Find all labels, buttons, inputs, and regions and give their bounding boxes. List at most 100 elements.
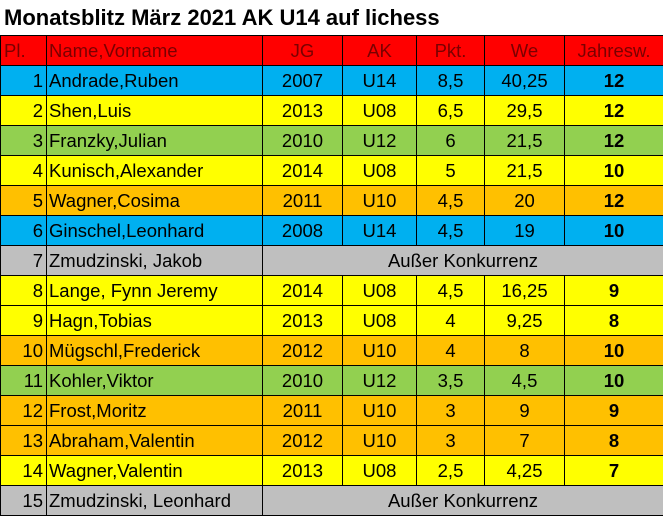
- table-row: 2 Shen,Luis 2013 U08 6,5 29,5 12: [0, 95, 663, 126]
- table-row: 15 Zmudzinski, Leonhard Außer Konkurrenz: [0, 485, 663, 516]
- cell-ak: U12: [342, 365, 417, 396]
- table-row: 10 Mügschl,Frederick 2012 U10 4 8 10: [0, 335, 663, 366]
- cell-jahresw: 9: [564, 395, 663, 426]
- cell-pl: 3: [0, 125, 47, 156]
- cell-jahresw: 12: [564, 95, 663, 126]
- cell-name: Mügschl,Frederick: [46, 335, 263, 366]
- header-name: Name,Vorname: [46, 35, 263, 66]
- cell-ausser-konkurrenz: Außer Konkurrenz: [262, 245, 663, 276]
- cell-name: Shen,Luis: [46, 95, 263, 126]
- cell-jahresw: 12: [564, 185, 663, 216]
- table-row: 7 Zmudzinski, Jakob Außer Konkurrenz: [0, 245, 663, 276]
- cell-pl: 1: [0, 65, 47, 96]
- cell-jahresw: 10: [564, 155, 663, 186]
- cell-name: Abraham,Valentin: [46, 425, 263, 456]
- cell-jahresw: 8: [564, 425, 663, 456]
- cell-ak: U10: [342, 425, 417, 456]
- cell-ak: U10: [342, 335, 417, 366]
- table-row: 14 Wagner,Valentin 2013 U08 2,5 4,25 7: [0, 455, 663, 486]
- header-we: We: [484, 35, 565, 66]
- cell-pkt: 4,5: [416, 185, 485, 216]
- cell-pl: 9: [0, 305, 47, 336]
- cell-ausser-konkurrenz: Außer Konkurrenz: [262, 485, 663, 516]
- cell-ak: U08: [342, 455, 417, 486]
- table-row: 6 Ginschel,Leonhard 2008 U14 4,5 19 10: [0, 215, 663, 246]
- cell-name: Ginschel,Leonhard: [46, 215, 263, 246]
- cell-pl: 11: [0, 365, 47, 396]
- cell-name: Zmudzinski, Leonhard: [46, 485, 263, 516]
- cell-pl: 15: [0, 485, 47, 516]
- header-row: Pl. Name,Vorname JG AK Pkt. We Jahresw.: [0, 35, 663, 66]
- cell-we: 40,25: [484, 65, 565, 96]
- cell-we: 16,25: [484, 275, 565, 306]
- table-row: 9 Hagn,Tobias 2013 U08 4 9,25 8: [0, 305, 663, 336]
- cell-ak: U10: [342, 185, 417, 216]
- cell-pkt: 3,5: [416, 365, 485, 396]
- cell-pl: 4: [0, 155, 47, 186]
- header-ak: AK: [342, 35, 417, 66]
- cell-name: Lange, Fynn Jeremy: [46, 275, 263, 306]
- cell-jahresw: 10: [564, 215, 663, 246]
- cell-name: Wagner,Cosima: [46, 185, 263, 216]
- header-jg: JG: [262, 35, 343, 66]
- cell-jahresw: 9: [564, 275, 663, 306]
- cell-jg: 2011: [262, 395, 343, 426]
- cell-ak: U08: [342, 155, 417, 186]
- cell-name: Hagn,Tobias: [46, 305, 263, 336]
- cell-pl: 5: [0, 185, 47, 216]
- cell-jahresw: 7: [564, 455, 663, 486]
- cell-pkt: 4,5: [416, 275, 485, 306]
- table-row: 8 Lange, Fynn Jeremy 2014 U08 4,5 16,25 9: [0, 275, 663, 306]
- cell-ak: U14: [342, 65, 417, 96]
- cell-we: 4,5: [484, 365, 565, 396]
- cell-ak: U08: [342, 95, 417, 126]
- cell-we: 9,25: [484, 305, 565, 336]
- cell-pl: 12: [0, 395, 47, 426]
- cell-ak: U10: [342, 395, 417, 426]
- cell-pkt: 4: [416, 305, 485, 336]
- results-table: Pl. Name,Vorname JG AK Pkt. We Jahresw. …: [0, 35, 663, 516]
- cell-pl: 6: [0, 215, 47, 246]
- table-row: 11 Kohler,Viktor 2010 U12 3,5 4,5 10: [0, 365, 663, 396]
- cell-ak: U12: [342, 125, 417, 156]
- page-title: Monatsblitz März 2021 AK U14 auf lichess: [4, 5, 440, 30]
- cell-pkt: 3: [416, 425, 485, 456]
- cell-pl: 2: [0, 95, 47, 126]
- cell-pl: 14: [0, 455, 47, 486]
- cell-pl: 10: [0, 335, 47, 366]
- cell-pkt: 5: [416, 155, 485, 186]
- cell-pkt: 2,5: [416, 455, 485, 486]
- table-body: 1 Andrade,Ruben 2007 U14 8,5 40,25 12 2 Shen,Lui…: [0, 65, 663, 516]
- cell-we: 9: [484, 395, 565, 426]
- cell-ak: U08: [342, 305, 417, 336]
- cell-jg: 2012: [262, 425, 343, 456]
- header-jahresw: Jahresw.: [564, 35, 663, 66]
- cell-jg: 2008: [262, 215, 343, 246]
- table-row: 1 Andrade,Ruben 2007 U14 8,5 40,25 12: [0, 65, 663, 96]
- cell-we: 4,25: [484, 455, 565, 486]
- cell-jahresw: 12: [564, 65, 663, 96]
- cell-jg: 2013: [262, 305, 343, 336]
- cell-jg: 2013: [262, 455, 343, 486]
- cell-jg: 2010: [262, 125, 343, 156]
- cell-pl: 8: [0, 275, 47, 306]
- cell-we: 8: [484, 335, 565, 366]
- cell-we: 21,5: [484, 155, 565, 186]
- cell-name: Frost,Moritz: [46, 395, 263, 426]
- cell-jahresw: 8: [564, 305, 663, 336]
- cell-we: 20: [484, 185, 565, 216]
- cell-pkt: 6,5: [416, 95, 485, 126]
- cell-pkt: 8,5: [416, 65, 485, 96]
- cell-ak: U14: [342, 215, 417, 246]
- cell-pl: 7: [0, 245, 47, 276]
- header-pkt: Pkt.: [416, 35, 485, 66]
- cell-jahresw: 12: [564, 125, 663, 156]
- cell-jg: 2014: [262, 155, 343, 186]
- cell-jahresw: 10: [564, 335, 663, 366]
- cell-pkt: 4: [416, 335, 485, 366]
- cell-jg: 2007: [262, 65, 343, 96]
- cell-jg: 2011: [262, 185, 343, 216]
- table-row: 5 Wagner,Cosima 2011 U10 4,5 20 12: [0, 185, 663, 216]
- cell-name: Franzky,Julian: [46, 125, 263, 156]
- cell-we: 29,5: [484, 95, 565, 126]
